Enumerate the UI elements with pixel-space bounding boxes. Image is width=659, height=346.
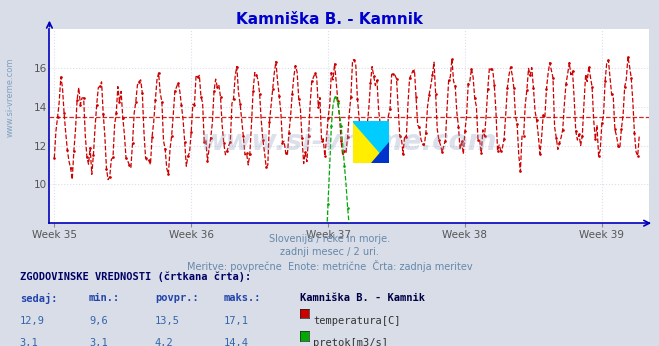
Text: Meritve: povprečne  Enote: metrične  Črta: zadnja meritev: Meritve: povprečne Enote: metrične Črta:…	[186, 260, 473, 272]
Text: povpr.:: povpr.:	[155, 293, 198, 303]
Text: maks.:: maks.:	[224, 293, 262, 303]
Text: www.si-vreme.com: www.si-vreme.com	[5, 57, 14, 137]
Text: sedaj:: sedaj:	[20, 293, 57, 304]
Polygon shape	[353, 121, 389, 163]
Text: pretok[m3/s]: pretok[m3/s]	[313, 338, 388, 346]
Text: 9,6: 9,6	[89, 316, 107, 326]
Text: 4,2: 4,2	[155, 338, 173, 346]
Text: Kamniška B. - Kamnik: Kamniška B. - Kamnik	[300, 293, 425, 303]
Text: Kamniška B. - Kamnik: Kamniška B. - Kamnik	[236, 12, 423, 27]
Text: min.:: min.:	[89, 293, 120, 303]
Polygon shape	[370, 142, 389, 163]
Text: 14,4: 14,4	[224, 338, 249, 346]
Text: 3,1: 3,1	[89, 338, 107, 346]
Text: 17,1: 17,1	[224, 316, 249, 326]
Polygon shape	[353, 121, 389, 163]
Text: 3,1: 3,1	[20, 338, 38, 346]
Text: Slovenija / reke in morje.: Slovenija / reke in morje.	[269, 234, 390, 244]
Text: ZGODOVINSKE VREDNOSTI (črtkana črta):: ZGODOVINSKE VREDNOSTI (črtkana črta):	[20, 272, 251, 282]
Text: temperatura[C]: temperatura[C]	[313, 316, 401, 326]
Text: 13,5: 13,5	[155, 316, 180, 326]
Text: 12,9: 12,9	[20, 316, 45, 326]
Text: www.si-vreme.com: www.si-vreme.com	[201, 128, 498, 156]
Text: zadnji mesec / 2 uri.: zadnji mesec / 2 uri.	[280, 247, 379, 257]
